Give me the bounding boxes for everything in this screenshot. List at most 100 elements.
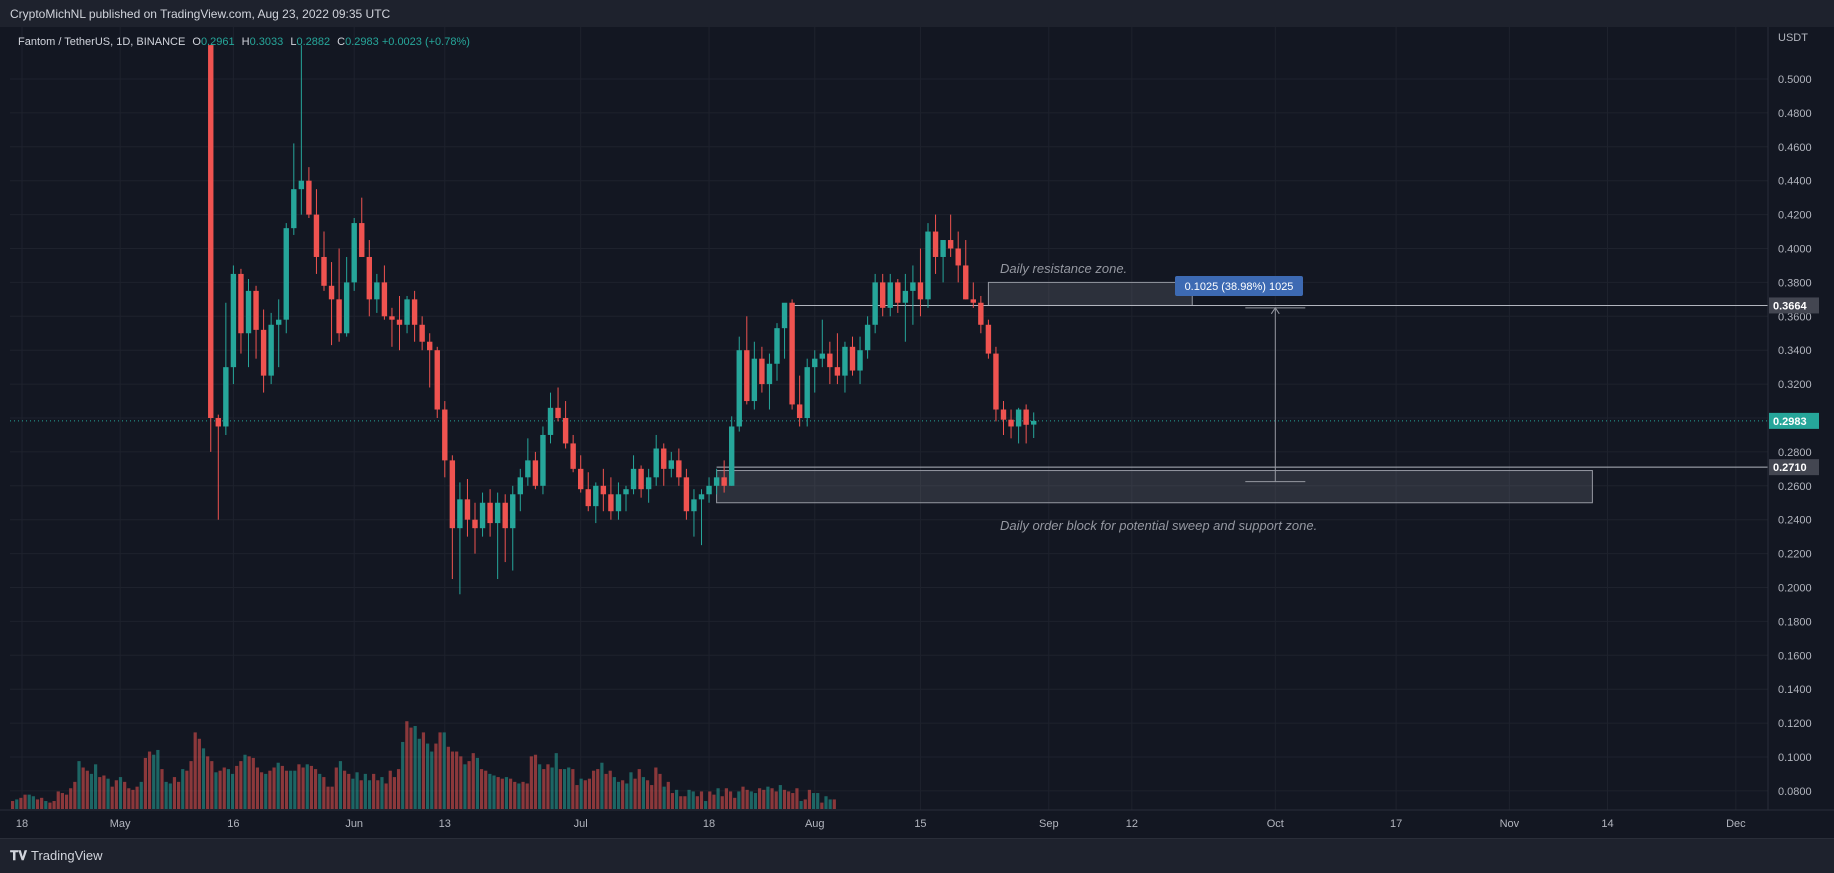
candle-body — [857, 350, 863, 371]
volume-bar — [774, 791, 778, 809]
candle-body — [729, 426, 735, 486]
candle-body — [653, 448, 659, 478]
candle-body — [849, 346, 856, 371]
volume-bar — [479, 769, 484, 809]
volume-bar — [177, 781, 181, 809]
volume-bar — [347, 773, 351, 809]
publisher-bar: CryptoMichNL published on TradingView.co… — [0, 0, 1834, 28]
volume-bar — [77, 761, 81, 809]
volume-bar — [832, 799, 836, 809]
candle-body — [827, 353, 833, 368]
price-chart[interactable]: 0.1025 (38.98%) 1025 Daily resistance zon… — [0, 27, 1834, 838]
volume-bar — [230, 773, 235, 809]
volume-bar — [463, 764, 467, 809]
volume-bar — [567, 767, 571, 809]
volume-bar — [496, 777, 500, 809]
volume-bar — [554, 753, 558, 809]
candle-body — [1008, 419, 1014, 427]
volume-bar — [413, 726, 417, 809]
candle-body — [562, 418, 569, 444]
price-tick-label: 0.4000 — [1778, 244, 1812, 256]
candle-body — [245, 290, 252, 334]
volume-bar — [56, 791, 60, 809]
candle-body — [668, 460, 674, 469]
candle-body — [645, 477, 652, 490]
open-value: 0.2961 — [200, 36, 235, 48]
candle-body — [796, 404, 803, 418]
volume-bar — [475, 757, 479, 809]
volume-bar — [380, 777, 384, 809]
candle-body — [947, 240, 954, 249]
candle-body — [910, 282, 916, 291]
candle-body — [842, 346, 848, 376]
volume-bar — [484, 770, 488, 809]
volume-bar — [110, 786, 114, 809]
candle-body — [781, 302, 788, 329]
price-tick-label: 0.3600 — [1778, 311, 1812, 323]
volume-bar — [147, 751, 152, 809]
high-label: H — [241, 36, 250, 48]
candle-body — [434, 350, 440, 410]
volume-bar — [612, 777, 616, 809]
volume-bar — [641, 777, 645, 809]
volume-bar — [724, 788, 728, 809]
volume-bar — [608, 770, 612, 809]
volume-bar — [309, 765, 313, 809]
tv-logo-icon: 𝐓𝐕 — [10, 848, 27, 863]
order-block-zone-box[interactable] — [716, 470, 1593, 504]
badge-level-high-bg[interactable] — [1769, 297, 1819, 314]
low-label: L — [290, 36, 297, 48]
volume-bar — [500, 778, 504, 809]
volume-bar — [251, 757, 255, 809]
candle-body — [268, 324, 274, 376]
candle-body — [1000, 409, 1007, 420]
volume-bar — [131, 789, 135, 809]
candle-body — [313, 214, 320, 257]
candle-body — [600, 485, 607, 495]
volume-bar — [716, 788, 720, 809]
time-tick-label: 14 — [1601, 818, 1613, 830]
price-tick-label: 0.4800 — [1778, 108, 1812, 120]
candle-body — [993, 353, 999, 410]
candle-body — [774, 328, 780, 364]
volume-bar — [44, 801, 48, 809]
candle-body — [479, 502, 486, 529]
candle-body — [698, 494, 705, 500]
volume-bar — [15, 799, 19, 809]
volume-bar — [330, 786, 334, 809]
candle-body — [291, 189, 297, 229]
volume-bar — [621, 780, 625, 809]
candle-body — [351, 223, 357, 283]
candle-body — [887, 282, 893, 308]
open-label: O — [192, 36, 201, 48]
candle-body — [864, 324, 871, 351]
volume-bar — [787, 791, 791, 809]
volume-bar — [421, 732, 426, 809]
volume-bar — [704, 801, 708, 809]
volume-bar — [600, 762, 604, 809]
volume-bar — [214, 772, 218, 809]
volume-bar — [434, 743, 438, 809]
volume-bar — [268, 770, 272, 809]
candle-body — [766, 363, 773, 385]
badge-last-price-bg[interactable] — [1769, 412, 1819, 429]
badge-level-low-bg[interactable] — [1769, 459, 1819, 476]
price-tick-label: 0.3400 — [1778, 345, 1812, 357]
measure-label-box[interactable] — [1175, 276, 1303, 296]
volume-bar — [645, 780, 650, 809]
candle-body — [970, 299, 976, 303]
volume-bar — [326, 786, 330, 809]
candle-body — [306, 180, 312, 215]
candle-body — [555, 407, 561, 418]
candle-body — [608, 494, 614, 512]
volume-bar — [654, 767, 658, 809]
volume-bar — [226, 769, 230, 809]
volume-bar — [616, 781, 621, 809]
candle-body — [457, 499, 463, 529]
candle-body — [834, 367, 841, 376]
volume-bar — [525, 783, 529, 809]
volume-bar — [513, 781, 517, 809]
resistance-zone-box[interactable] — [987, 281, 1193, 306]
tradingview-logo[interactable]: 𝐓𝐕 TradingView — [10, 848, 103, 864]
candle-body — [321, 256, 327, 286]
